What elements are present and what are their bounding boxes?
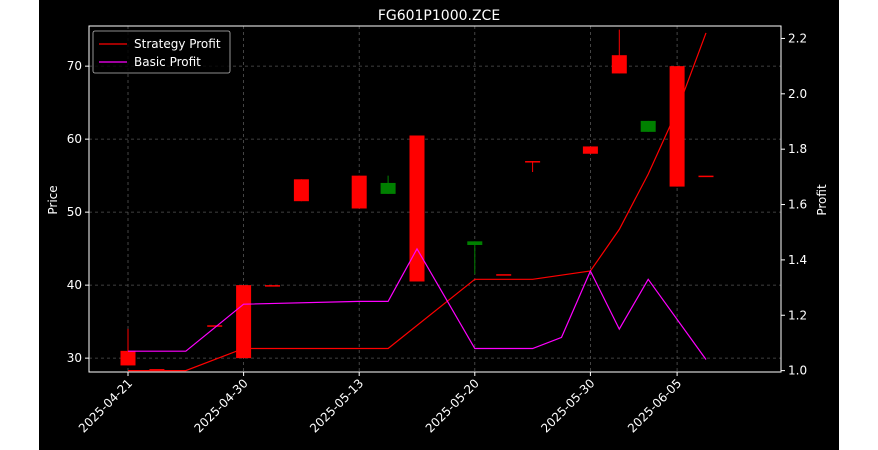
- legend-label-strategy: Strategy Profit: [134, 37, 221, 51]
- y-tick-label-right: 2.2: [788, 31, 807, 45]
- y-tick-label-right: 1.4: [788, 253, 807, 267]
- figure-background: [39, 0, 839, 450]
- candle-body: [409, 135, 425, 282]
- y-tick-label-right: 1.6: [788, 198, 807, 212]
- basic-profit-line: [128, 247, 707, 360]
- candle-body: [525, 161, 541, 163]
- y-tick-label-left: 30: [67, 351, 82, 365]
- legend-box: [92, 30, 231, 74]
- candle-body: [207, 325, 223, 327]
- y-axis-left-label: Price: [46, 185, 60, 214]
- candle-body: [149, 369, 165, 371]
- y-tick-label-right: 1.2: [788, 308, 807, 322]
- y-axis-right-label: Profit: [815, 184, 829, 216]
- chart-title: FG601P1000.ZCE: [378, 8, 500, 24]
- y-tick-label-left: 50: [67, 205, 82, 219]
- candle-body: [293, 179, 309, 202]
- candle-body: [380, 182, 396, 194]
- candle-body: [236, 285, 252, 359]
- profit-lines: [128, 32, 707, 372]
- candle-body: [640, 120, 656, 132]
- candle-body: [120, 350, 136, 366]
- candle-body: [611, 55, 627, 74]
- legend-label-basic: Basic Profit: [134, 55, 201, 69]
- strategy-profit-line: [128, 32, 707, 372]
- y-tick-label-left: 70: [67, 59, 82, 73]
- candle-body: [669, 66, 685, 187]
- candle-body: [351, 175, 367, 209]
- plot-frame: [88, 25, 782, 373]
- legend: Strategy Profit Basic Profit: [92, 30, 231, 74]
- candle-body: [496, 274, 512, 276]
- y-tick-label-right: 2.0: [788, 87, 807, 101]
- y-tick-label-left: 40: [67, 278, 82, 292]
- y-tick-label-left: 60: [67, 132, 82, 146]
- candle-body: [582, 146, 598, 154]
- y-tick-label-right: 1.8: [788, 142, 807, 156]
- y-tick-label-right: 1.0: [788, 364, 807, 378]
- candle-body: [698, 175, 714, 178]
- candlesticks: [120, 29, 714, 371]
- candle-body: [467, 241, 483, 245]
- candle-body: [265, 285, 280, 287]
